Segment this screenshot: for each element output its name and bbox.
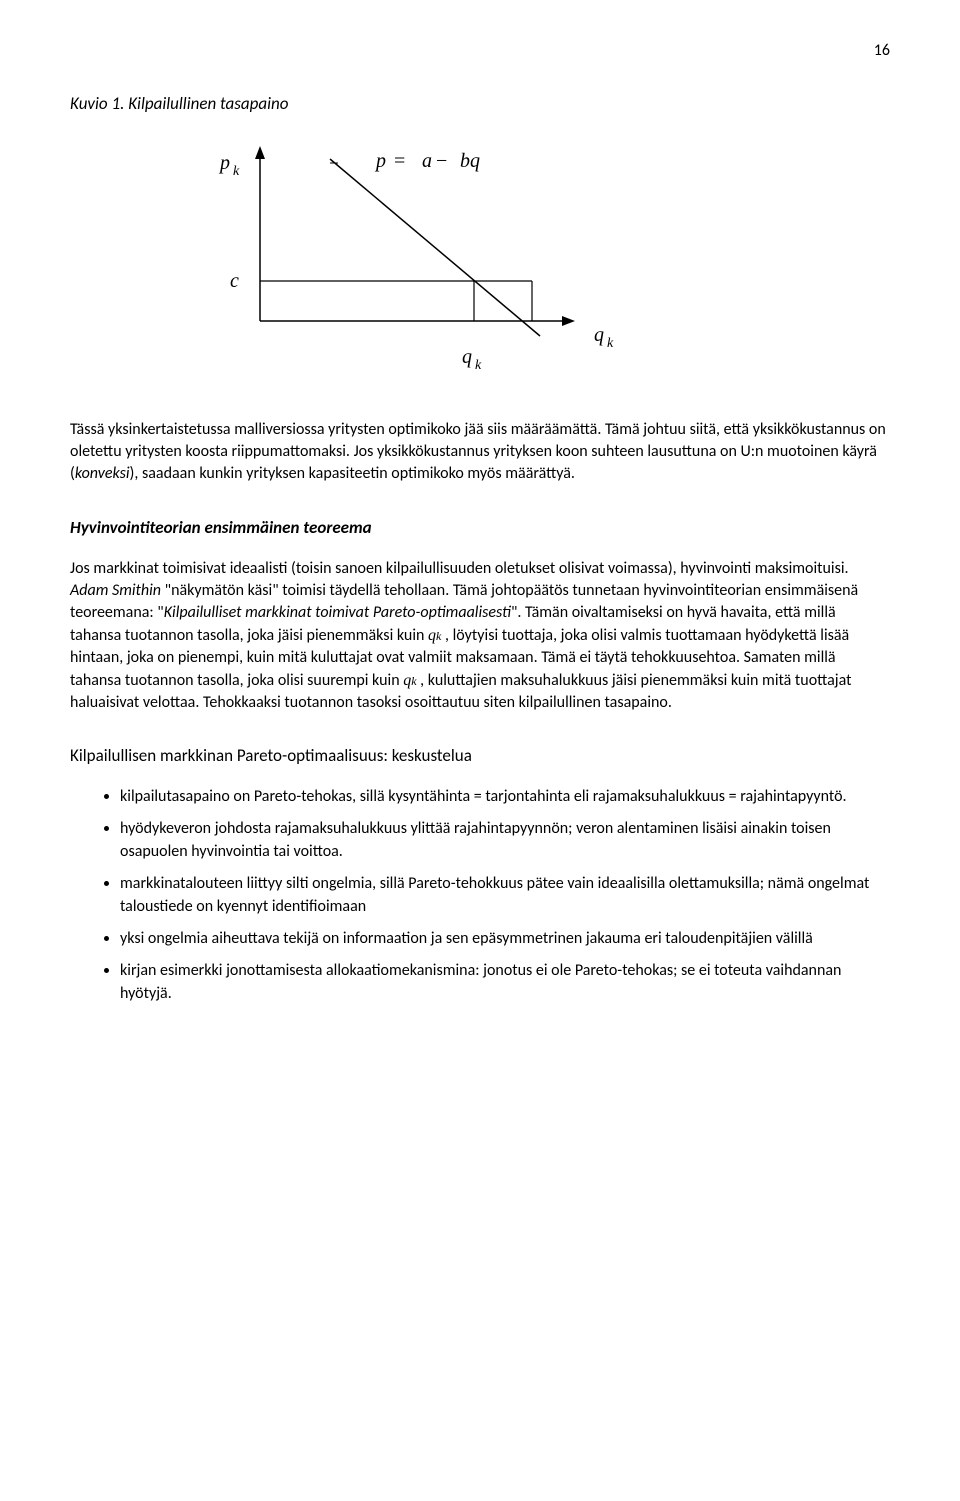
list-item: markkinatalouteen liittyy silti ongelmia… bbox=[120, 873, 890, 918]
svg-text:p: p bbox=[374, 150, 386, 172]
adam-smith-emph: Adam Smithin bbox=[70, 581, 161, 600]
pareto-emph: Kilpailulliset markkinat toimivat Pareto… bbox=[164, 603, 511, 622]
list-item: kirjan esimerkki jonottamisesta allokaat… bbox=[120, 960, 890, 1005]
svg-text:c: c bbox=[230, 270, 239, 292]
bullet-list: kilpailutasapaino on Pareto-tehokas, sil… bbox=[70, 786, 890, 1005]
list-item: yksi ongelmia aiheuttava tekijä on infor… bbox=[120, 928, 890, 950]
svg-text:q: q bbox=[462, 346, 472, 368]
svg-text:p: p bbox=[218, 152, 230, 174]
konveksi-emph: konveksi bbox=[75, 464, 130, 483]
figure-title: Kuvio 1. Kilpailullinen tasapaino bbox=[70, 92, 890, 116]
list-item: hyödykeveron johdosta rajamaksuhalukkuus… bbox=[120, 818, 890, 863]
qk-1: q bbox=[428, 627, 436, 644]
svg-text:−: − bbox=[436, 150, 447, 172]
svg-text:=: = bbox=[394, 150, 405, 172]
discussion-heading: Kilpailullisen markkinan Pareto-optimaal… bbox=[70, 744, 890, 768]
page-number: 16 bbox=[70, 40, 890, 62]
p2-a: Jos markkinat toimisivat ideaalisti (toi… bbox=[70, 559, 849, 578]
para1-text-b: ), saadaan kunkin yrityksen kapasiteetin… bbox=[130, 464, 575, 483]
paragraph-1: Tässä yksinkertaistetussa malliversiossa… bbox=[70, 419, 890, 486]
svg-text:a: a bbox=[422, 150, 432, 172]
svg-text:q: q bbox=[594, 324, 604, 346]
svg-text:k: k bbox=[233, 164, 240, 179]
demand-graph: p k p = a − bq c q k q k bbox=[200, 141, 890, 388]
list-item: kilpailutasapaino on Pareto-tehokas, sil… bbox=[120, 786, 890, 808]
paragraph-2: Jos markkinat toimisivat ideaalisti (toi… bbox=[70, 558, 890, 715]
section-heading: Hyvinvointiteorian ensimmäinen teoreema bbox=[70, 516, 890, 540]
svg-text:k: k bbox=[475, 358, 482, 373]
svg-text:bq: bq bbox=[460, 150, 480, 172]
svg-text:k: k bbox=[607, 336, 614, 351]
